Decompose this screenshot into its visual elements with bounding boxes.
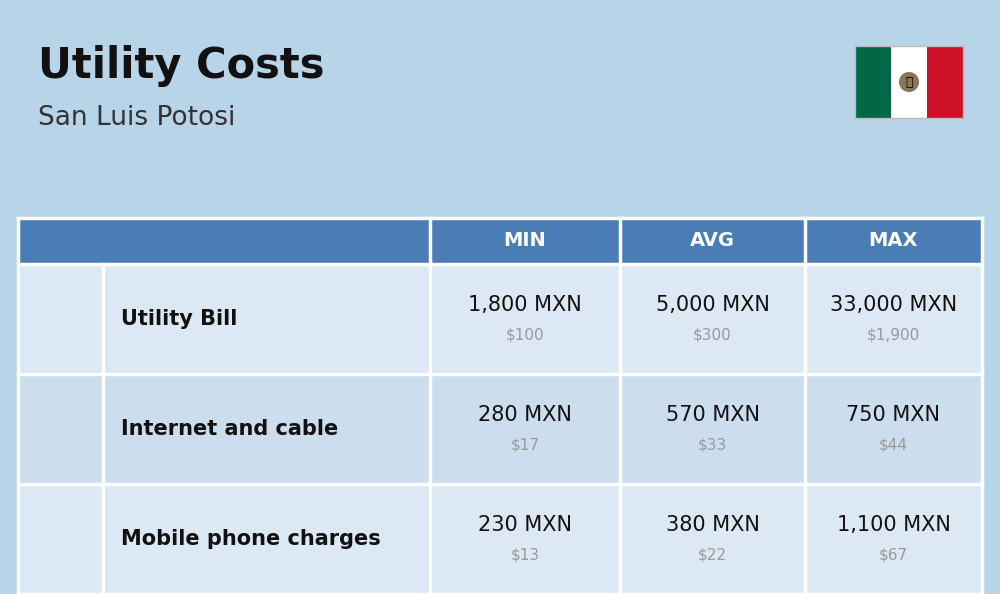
Text: $100: $100	[506, 327, 544, 343]
Text: MIN: MIN	[504, 232, 546, 251]
Text: 1,800 MXN: 1,800 MXN	[468, 295, 582, 315]
Text: 570 MXN: 570 MXN	[666, 405, 760, 425]
Text: 280 MXN: 280 MXN	[478, 405, 572, 425]
Text: 750 MXN: 750 MXN	[846, 405, 940, 425]
Text: Utility Costs: Utility Costs	[38, 45, 324, 87]
Text: 🦅: 🦅	[905, 75, 913, 89]
Bar	[18, 218, 982, 264]
Bar	[891, 46, 927, 118]
Text: $67: $67	[879, 548, 908, 563]
Text: 380 MXN: 380 MXN	[666, 515, 759, 535]
Text: $13: $13	[510, 548, 540, 563]
Text: MAX: MAX	[869, 232, 918, 251]
Text: Utility Bill: Utility Bill	[121, 309, 237, 329]
Text: $1,900: $1,900	[867, 327, 920, 343]
Text: 5,000 MXN: 5,000 MXN	[656, 295, 769, 315]
Bar	[855, 46, 963, 118]
Bar	[855, 46, 891, 118]
Bar	[927, 46, 963, 118]
Text: $300: $300	[693, 327, 732, 343]
Text: $22: $22	[698, 548, 727, 563]
Bar	[18, 264, 982, 374]
Bar	[18, 374, 982, 484]
Text: 230 MXN: 230 MXN	[478, 515, 572, 535]
Text: $17: $17	[511, 438, 540, 453]
Text: AVG: AVG	[690, 232, 735, 251]
Text: Internet and cable: Internet and cable	[121, 419, 338, 439]
Text: $44: $44	[879, 438, 908, 453]
Text: 33,000 MXN: 33,000 MXN	[830, 295, 957, 315]
Text: Mobile phone charges: Mobile phone charges	[121, 529, 381, 549]
Circle shape	[899, 72, 919, 92]
Text: San Luis Potosi: San Luis Potosi	[38, 105, 235, 131]
Bar	[18, 484, 982, 594]
Text: 1,100 MXN: 1,100 MXN	[837, 515, 950, 535]
Text: $33: $33	[698, 438, 727, 453]
